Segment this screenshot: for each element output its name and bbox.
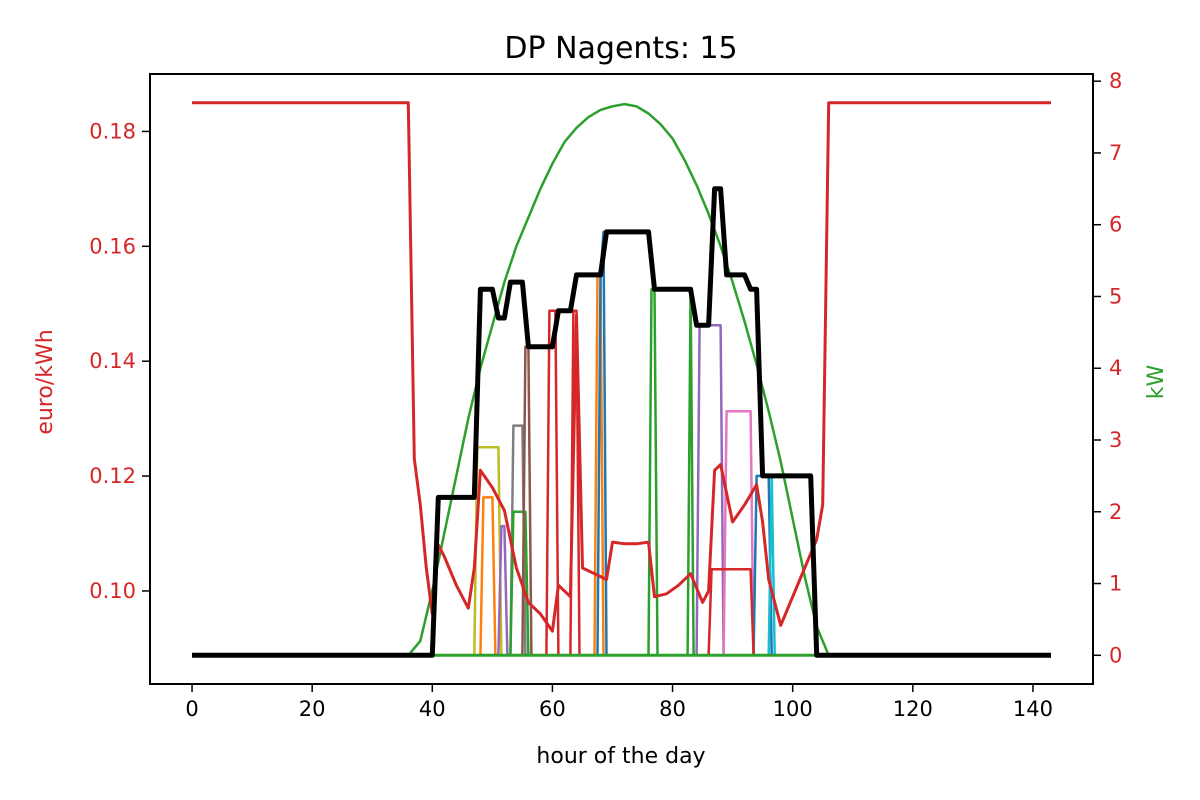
x-tick-label: 60	[539, 697, 566, 721]
series-line-7	[192, 345, 1051, 657]
x-tick-label: 100	[773, 697, 813, 721]
series-line-17	[192, 474, 1051, 657]
series-line-9	[192, 309, 1051, 657]
series-line-5	[192, 424, 1051, 657]
chart-title: DP Nagents: 15	[504, 31, 737, 66]
left-tick-label: 0.12	[89, 464, 136, 488]
right-tick-label: 0	[1109, 643, 1122, 667]
series-line-2	[192, 445, 1051, 657]
left-tick-label: 0.16	[89, 234, 136, 258]
series-line-16	[192, 474, 1051, 657]
right-tick-label: 6	[1109, 213, 1122, 237]
left-tick-label: 0.14	[89, 349, 136, 373]
right-tick-label: 2	[1109, 500, 1122, 524]
series-line-6	[192, 510, 1051, 657]
plot-lines	[192, 101, 1051, 658]
price-line	[192, 101, 1051, 633]
right-tick-label: 5	[1109, 284, 1122, 308]
series-line-13	[192, 288, 1051, 657]
left-axis-ticks: 0.10 0.12 0.14 0.16 0.18	[89, 119, 150, 603]
right-tick-label: 7	[1109, 141, 1122, 165]
right-tick-label: 4	[1109, 356, 1122, 380]
right-axis-label: kW	[1144, 365, 1169, 400]
series-line-12	[192, 288, 1051, 657]
x-axis-ticks: 0 20 40 60 80 100 120 140	[185, 684, 1053, 721]
right-tick-label: 8	[1109, 69, 1122, 93]
right-tick-label: 1	[1109, 572, 1122, 596]
right-axis-ticks: 0 1 2 3 4 5 6 7 8	[1093, 69, 1122, 667]
x-tick-label: 0	[185, 697, 198, 721]
left-tick-label: 0.18	[89, 119, 136, 143]
total-load-line	[192, 186, 1051, 658]
series-line-18	[192, 567, 1051, 657]
series-line-10	[192, 273, 1051, 657]
series-line-15	[192, 410, 1051, 657]
x-axis-label: hour of the day	[536, 744, 705, 769]
x-tick-label: 80	[659, 697, 686, 721]
series-line-11	[192, 230, 1051, 657]
series-line-4	[192, 524, 1051, 657]
plot-frame	[149, 73, 1094, 685]
series-line-14	[192, 323, 1051, 657]
series-line-8	[192, 309, 1051, 657]
left-axis-label: euro/kWh	[33, 329, 58, 434]
x-tick-label: 40	[419, 697, 446, 721]
x-tick-label: 140	[1013, 697, 1053, 721]
series-line-3	[192, 496, 1051, 657]
right-tick-label: 3	[1109, 428, 1122, 452]
x-tick-label: 120	[893, 697, 933, 721]
left-tick-label: 0.10	[89, 579, 136, 603]
x-tick-label: 20	[299, 697, 326, 721]
series-line-1	[192, 102, 1051, 657]
